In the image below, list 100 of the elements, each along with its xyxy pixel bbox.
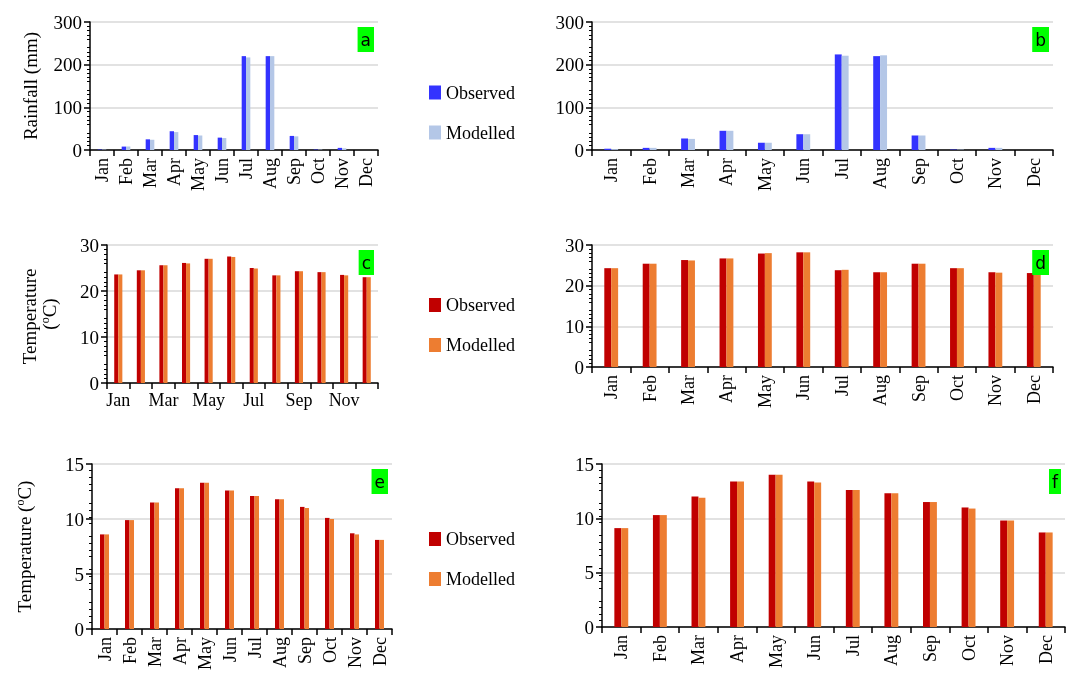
- bar: [852, 490, 860, 627]
- x-tick-label: Jul: [244, 637, 265, 659]
- x-tick-label: Jul: [236, 158, 256, 180]
- bar: [174, 132, 179, 150]
- x-tick-label: Dec: [1023, 375, 1044, 404]
- bar: [246, 57, 251, 150]
- bar: [642, 147, 650, 150]
- x-tick-label: Dec: [1035, 635, 1056, 664]
- x-tick-label: Aug: [870, 158, 891, 189]
- y-tick-label: 20: [565, 275, 584, 297]
- x-tick-label: Jan: [94, 637, 115, 661]
- x-tick-label: Apr: [716, 158, 737, 186]
- x-tick-label: Oct: [308, 158, 328, 184]
- x-tick-label: Oct: [946, 375, 967, 401]
- y-tick-label: 100: [555, 96, 584, 118]
- bar: [995, 147, 1003, 150]
- bar: [241, 56, 246, 150]
- bar: [125, 520, 130, 629]
- y-tick-label: 15: [575, 453, 594, 475]
- bar: [175, 488, 180, 629]
- x-tick-label: Nov: [985, 375, 1006, 406]
- bar: [275, 499, 280, 629]
- y-tick-label: 30: [80, 234, 99, 256]
- y-tick-label: 30: [565, 234, 584, 256]
- bar: [726, 258, 734, 367]
- bar: [995, 272, 1003, 367]
- x-tick-label: Dec: [1023, 158, 1044, 187]
- legend-label: Observed: [446, 529, 515, 549]
- x-tick-label: Mar: [144, 637, 165, 667]
- y-tick-label: 5: [74, 563, 84, 585]
- bar: [737, 481, 744, 627]
- bar: [649, 263, 657, 367]
- x-tick-label: Jul: [831, 375, 852, 397]
- y-tick-label: 300: [53, 11, 82, 33]
- x-tick-label: May: [765, 635, 786, 668]
- x-tick-label: Nov: [344, 637, 365, 668]
- bar: [796, 134, 804, 150]
- x-tick-label: Apr: [169, 637, 190, 665]
- y-tick-label: 0: [584, 616, 594, 638]
- x-tick-label: Sep: [284, 158, 304, 185]
- bar: [764, 142, 772, 150]
- x-tick-label: Jul: [243, 390, 265, 410]
- bar: [873, 272, 881, 367]
- bar: [726, 130, 734, 150]
- x-tick-label: Jun: [212, 158, 232, 184]
- annotation: c: [361, 252, 372, 273]
- x-tick-label: Apr: [164, 158, 184, 186]
- y-tick-label: 100: [53, 96, 82, 118]
- bar: [193, 135, 198, 150]
- bar: [730, 481, 738, 627]
- bar: [611, 268, 619, 367]
- bar: [891, 493, 899, 627]
- bar: [764, 253, 772, 367]
- annotation: d: [1035, 252, 1047, 273]
- x-tick-label: Apr: [727, 635, 748, 663]
- bar: [145, 139, 150, 150]
- x-tick-label: Sep: [908, 158, 929, 185]
- x-tick-label: Apr: [716, 375, 737, 403]
- x-tick-label: Nov: [328, 390, 360, 410]
- bar: [923, 502, 930, 627]
- y-tick-label: 200: [53, 54, 82, 76]
- legend-label: Observed: [446, 295, 515, 315]
- x-tick-label: Feb: [649, 635, 670, 662]
- x-tick-label: May: [754, 375, 775, 408]
- x-tick-label: Jan: [601, 158, 622, 182]
- bar: [757, 253, 765, 367]
- y-tick-label: 0: [89, 372, 99, 394]
- bar: [300, 506, 305, 629]
- bar: [289, 135, 294, 150]
- x-tick-label: Feb: [639, 158, 660, 185]
- legend-label: Modelled: [446, 122, 516, 143]
- bar: [614, 528, 622, 627]
- x-tick-label: Mar: [140, 158, 160, 188]
- y-tick-label: 15: [65, 453, 84, 475]
- bar: [956, 268, 964, 367]
- bar: [834, 54, 842, 150]
- bar: [294, 136, 299, 150]
- bar: [880, 272, 888, 367]
- x-tick-label: Jun: [793, 158, 814, 184]
- y-tick-label: 10: [65, 508, 84, 530]
- annotation: f: [1052, 471, 1060, 492]
- bar: [757, 142, 765, 150]
- bar: [911, 263, 919, 367]
- y-tick-label: 20: [80, 280, 99, 302]
- y-axis-title: Temperature (oC): [13, 480, 36, 613]
- y-tick-label: 5: [584, 562, 594, 584]
- bar: [270, 56, 275, 150]
- y-tick-label: 10: [565, 315, 584, 337]
- x-tick-label: May: [194, 637, 215, 670]
- x-tick-label: Sep: [919, 635, 940, 662]
- bar: [988, 147, 996, 150]
- bar: [642, 263, 650, 367]
- bar: [621, 528, 629, 627]
- bar: [681, 260, 689, 367]
- x-tick-label: Jan: [92, 158, 112, 182]
- y-tick-label: 0: [74, 618, 84, 640]
- bar: [1000, 520, 1008, 627]
- y-tick-label: 10: [575, 507, 594, 529]
- x-tick-label: Oct: [958, 635, 979, 661]
- y-tick-label: 300: [555, 11, 584, 33]
